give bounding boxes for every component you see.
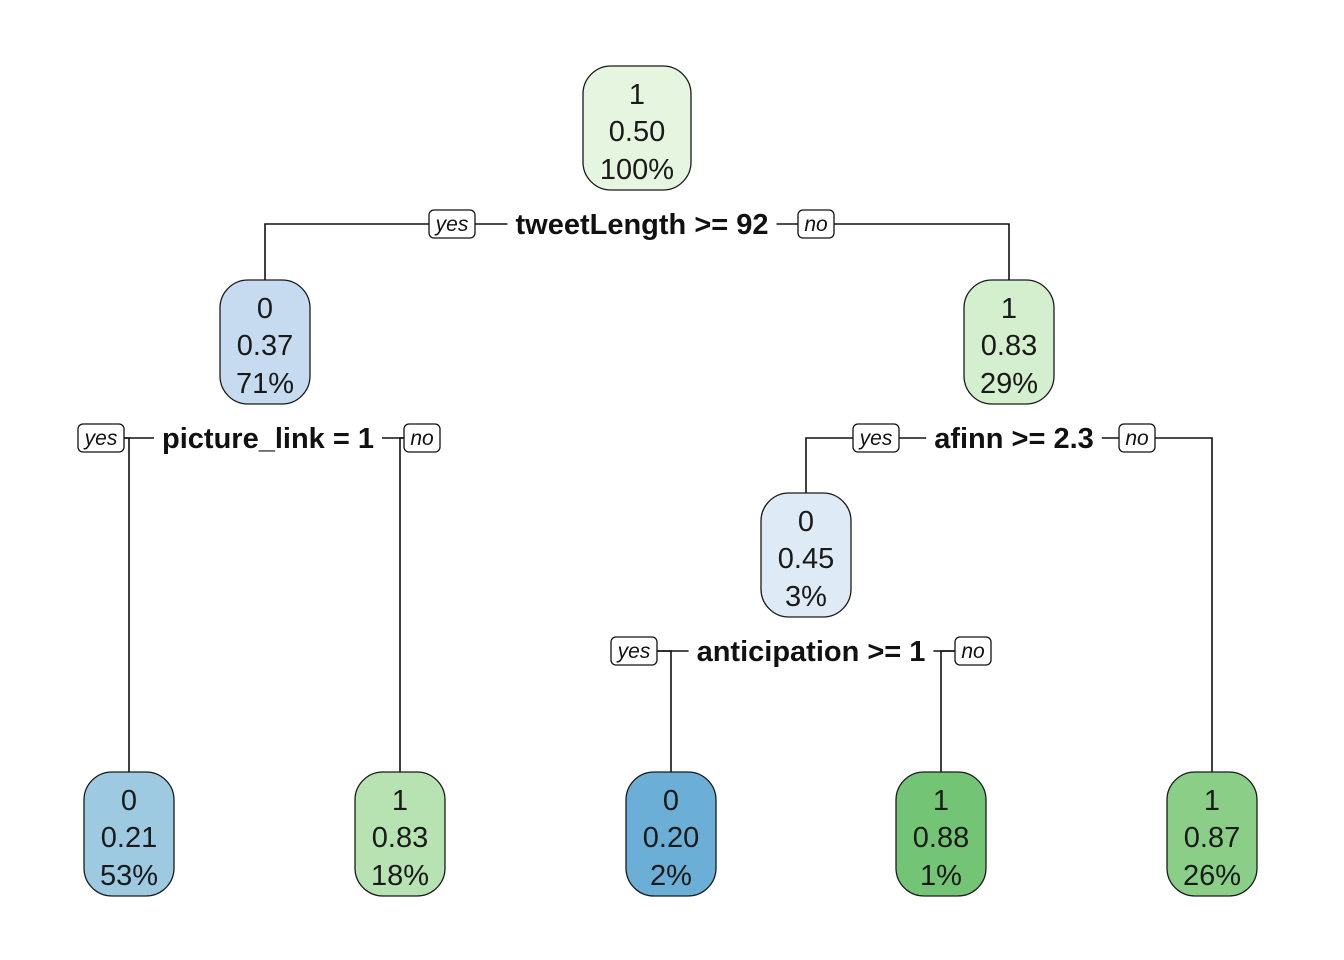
- yes-tag-box: [852, 423, 900, 453]
- tree-node-leaf-4: 1 0.88 1%: [895, 771, 987, 897]
- node-class: 0: [798, 506, 814, 538]
- node-box: [354, 771, 446, 897]
- tree-node-n-right: 1 0.83 29%: [963, 279, 1055, 405]
- node-pct: 100%: [600, 154, 674, 186]
- edge-yes-split-right: [805, 437, 853, 493]
- node-pct: 18%: [371, 860, 429, 892]
- node-box: [963, 279, 1055, 405]
- node-prob: 0.21: [101, 822, 157, 854]
- yes-tag: yes: [428, 209, 476, 239]
- no-tag: no: [1118, 423, 1156, 453]
- edge-yes-split-afinn: [611, 650, 672, 772]
- yes-tag: yes: [852, 423, 900, 453]
- node-prob: 0.83: [372, 822, 428, 854]
- no-tag-label: no: [804, 213, 828, 236]
- no-tag: no: [954, 636, 992, 666]
- no-tag-label: no: [961, 640, 985, 663]
- edge-no-split-root: [834, 223, 1010, 280]
- tree-node-leaf-1: 0 0.21 53%: [83, 771, 175, 897]
- tree-node-n-afinn-yes: 0 0.45 3%: [760, 492, 852, 618]
- node-prob: 0.88: [913, 822, 969, 854]
- no-tag-label: no: [1125, 427, 1149, 450]
- yes-tag-box: [610, 636, 658, 666]
- no-tag: no: [403, 423, 441, 453]
- node-pct: 3%: [785, 581, 827, 613]
- tree-node-leaf-2: 1 0.83 18%: [354, 771, 446, 897]
- node-pct: 26%: [1183, 860, 1241, 892]
- node-class: 0: [663, 785, 679, 817]
- edge-yes-split-left: [78, 437, 130, 772]
- yes-tag: yes: [77, 423, 125, 453]
- split-label: picture_link = 1: [162, 423, 374, 455]
- no-tag-label: no: [410, 427, 434, 450]
- no-tag: no: [797, 209, 835, 239]
- node-prob: 0.37: [237, 330, 293, 362]
- yes-tag-box: [77, 423, 125, 453]
- no-tag-box: [797, 209, 835, 239]
- split-label: tweetLength >= 92: [515, 209, 768, 241]
- yes-tag-box: [428, 209, 476, 239]
- node-prob: 0.83: [981, 330, 1037, 362]
- edge-no-split-left: [399, 437, 440, 772]
- split-label: anticipation >= 1: [697, 636, 926, 668]
- node-pct: 53%: [100, 860, 158, 892]
- tree-node-leaf-3: 0 0.20 2%: [625, 771, 717, 897]
- tree-node-root: 1 0.50 100%: [582, 65, 692, 191]
- node-class: 1: [933, 785, 949, 817]
- split-split-root: tweetLength >= 92 yes no: [428, 209, 835, 241]
- node-pct: 29%: [980, 368, 1038, 400]
- yes-tag-label: yes: [434, 213, 469, 236]
- yes-tag-label: yes: [616, 640, 651, 663]
- no-tag-box: [1118, 423, 1156, 453]
- tree-node-n-left: 0 0.37 71%: [219, 279, 311, 405]
- node-box: [1166, 771, 1258, 897]
- tree-node-leaf-5: 1 0.87 26%: [1166, 771, 1258, 897]
- node-pct: 71%: [236, 368, 294, 400]
- node-box: [83, 771, 175, 897]
- edge-no-split-afinn: [940, 650, 991, 772]
- split-split-left: picture_link = 1 yes no: [77, 423, 441, 455]
- node-prob: 0.87: [1184, 822, 1240, 854]
- split-split-right: afinn >= 2.3 yes no: [852, 423, 1156, 455]
- node-class: 0: [121, 785, 137, 817]
- node-box: [582, 65, 692, 191]
- node-box: [625, 771, 717, 897]
- node-prob: 0.45: [778, 543, 834, 575]
- yes-tag-label: yes: [858, 427, 893, 450]
- edge-yes-split-root: [264, 223, 429, 280]
- split-label: afinn >= 2.3: [934, 423, 1094, 455]
- node-pct: 1%: [920, 860, 962, 892]
- node-class: 1: [629, 79, 645, 111]
- node-class: 1: [392, 785, 408, 817]
- edge-no-split-right: [1155, 437, 1213, 772]
- no-tag-box: [403, 423, 441, 453]
- node-class: 0: [257, 293, 273, 325]
- node-class: 1: [1204, 785, 1220, 817]
- yes-tag: yes: [610, 636, 658, 666]
- no-tag-box: [954, 636, 992, 666]
- node-box: [760, 492, 852, 618]
- node-prob: 0.20: [643, 822, 699, 854]
- node-box: [895, 771, 987, 897]
- node-pct: 2%: [650, 860, 692, 892]
- split-split-afinn: anticipation >= 1 yes no: [610, 636, 992, 668]
- node-class: 1: [1001, 293, 1017, 325]
- node-prob: 0.50: [609, 116, 665, 148]
- yes-tag-label: yes: [83, 427, 118, 450]
- node-box: [219, 279, 311, 405]
